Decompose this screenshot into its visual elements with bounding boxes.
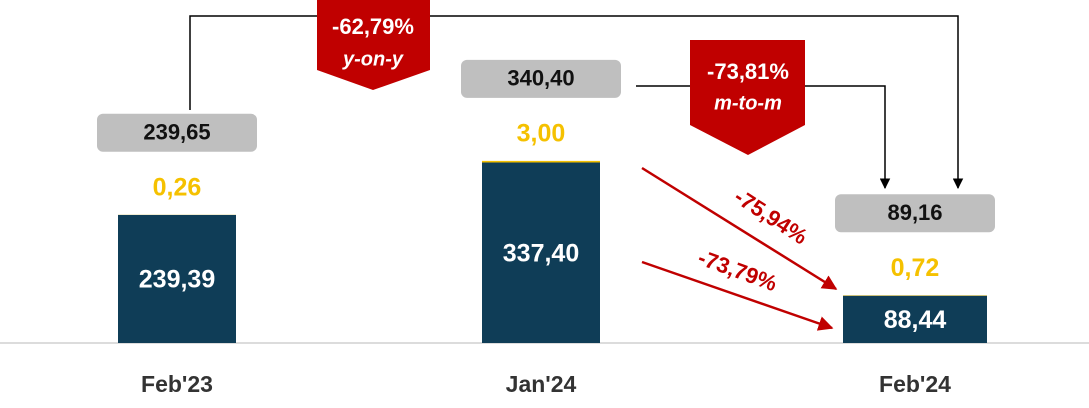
- x-tick-label: Feb'24: [879, 371, 951, 397]
- callout-sublabel: m-to-m: [714, 92, 782, 114]
- callout: [317, 0, 430, 90]
- trend-arrow: [641, 166, 838, 291]
- segment-label: 3,00: [517, 119, 566, 147]
- bar-segment: [843, 295, 987, 343]
- bar-segment: [118, 214, 236, 343]
- segment-label: 88,44: [884, 306, 947, 334]
- total-box: [835, 194, 995, 233]
- callout: [690, 40, 805, 155]
- segment-label: 239,39: [139, 266, 215, 294]
- callout-label: -62,79%: [332, 14, 414, 39]
- connector: [189, 15, 964, 190]
- bar-segment: [482, 162, 600, 343]
- x-tick-label: Feb'23: [141, 371, 213, 397]
- bar-segment: [482, 160, 600, 163]
- callout-sublabel: y-on-y: [342, 48, 404, 70]
- trend-label: -75,94%: [730, 184, 812, 250]
- trend-arrow: [641, 260, 834, 331]
- segment-label: 337,40: [503, 239, 579, 267]
- total-box: [97, 113, 257, 152]
- segment-label: 0,26: [153, 173, 202, 201]
- segment-label: 0,72: [891, 254, 940, 282]
- total-box: [461, 59, 621, 98]
- x-tick-label: Jan'24: [506, 371, 577, 397]
- trend-label: -73,79%: [695, 245, 781, 297]
- total-label: 89,16: [887, 200, 942, 225]
- total-label: 239,65: [143, 120, 210, 145]
- callout-label: -73,81%: [707, 59, 789, 84]
- total-label: 340,40: [507, 66, 574, 91]
